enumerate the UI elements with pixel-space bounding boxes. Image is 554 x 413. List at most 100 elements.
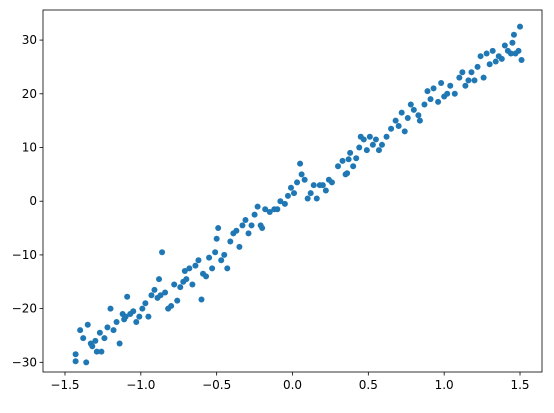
point — [407, 101, 414, 108]
y-tick-label: 0 — [29, 194, 37, 208]
point — [344, 170, 351, 177]
point — [148, 292, 155, 299]
point — [430, 85, 437, 92]
point — [456, 74, 463, 81]
point — [313, 195, 320, 202]
point — [96, 329, 103, 336]
point — [139, 305, 146, 312]
point — [350, 163, 357, 170]
point — [465, 77, 472, 84]
point — [195, 257, 202, 264]
point — [130, 308, 137, 315]
point — [113, 319, 120, 326]
point — [262, 206, 269, 213]
point — [339, 157, 346, 164]
point — [459, 69, 466, 76]
y-tick-label: −10 — [12, 248, 37, 262]
point — [363, 147, 370, 154]
point — [274, 206, 281, 213]
point — [297, 160, 304, 167]
point — [474, 63, 481, 70]
point — [84, 321, 91, 328]
point — [421, 101, 428, 108]
point — [468, 69, 475, 76]
point — [510, 31, 517, 38]
point — [304, 195, 311, 202]
point — [498, 55, 505, 62]
point — [93, 348, 100, 355]
point — [116, 340, 123, 347]
point — [471, 77, 478, 84]
point — [83, 359, 90, 366]
point — [183, 276, 190, 283]
point — [489, 47, 496, 54]
point — [89, 343, 96, 350]
point — [218, 257, 225, 264]
point — [171, 281, 178, 288]
y-tick-label: 30 — [22, 33, 37, 47]
point — [435, 98, 442, 105]
point — [483, 50, 490, 57]
x-tick-label: −1.0 — [126, 378, 155, 392]
point — [156, 276, 163, 283]
point — [224, 265, 231, 272]
point — [77, 327, 84, 334]
point — [277, 198, 284, 205]
point — [162, 289, 169, 296]
point — [307, 190, 314, 197]
point — [480, 74, 487, 81]
point — [104, 324, 111, 331]
point — [398, 109, 405, 116]
point — [410, 106, 417, 113]
point — [168, 302, 175, 309]
x-tick-label: 1.0 — [435, 378, 454, 392]
point — [301, 176, 308, 183]
point — [209, 265, 216, 272]
point — [345, 156, 352, 163]
point — [375, 147, 382, 154]
point — [239, 222, 246, 229]
x-tick-label: 0.5 — [359, 378, 378, 392]
point — [248, 222, 255, 229]
point — [462, 82, 469, 89]
point — [186, 265, 193, 272]
point — [198, 296, 205, 303]
point — [151, 286, 158, 293]
point — [444, 90, 451, 97]
y-tick-label: −30 — [12, 355, 37, 369]
point — [221, 251, 228, 258]
point — [319, 182, 326, 189]
point — [203, 273, 210, 280]
point — [110, 327, 117, 334]
point — [101, 335, 108, 342]
point — [206, 254, 213, 261]
point — [242, 217, 249, 224]
point — [136, 313, 143, 320]
point — [72, 351, 79, 358]
x-tick-label: −1.5 — [50, 378, 79, 392]
point — [416, 117, 423, 124]
point — [124, 293, 131, 300]
point — [251, 211, 258, 218]
point — [372, 136, 379, 143]
point — [189, 281, 196, 288]
point — [383, 133, 390, 140]
point — [72, 358, 79, 365]
point — [404, 114, 411, 121]
point — [438, 80, 445, 87]
point — [245, 230, 252, 237]
point — [507, 50, 514, 57]
point — [107, 305, 114, 312]
point — [281, 200, 288, 207]
y-tick-label: −20 — [12, 302, 37, 316]
x-tick-label: 1.5 — [510, 378, 529, 392]
point — [518, 56, 525, 63]
point — [378, 141, 385, 148]
point — [415, 112, 422, 119]
point — [360, 136, 367, 143]
point — [322, 187, 329, 194]
point — [298, 171, 305, 178]
point — [157, 292, 164, 299]
